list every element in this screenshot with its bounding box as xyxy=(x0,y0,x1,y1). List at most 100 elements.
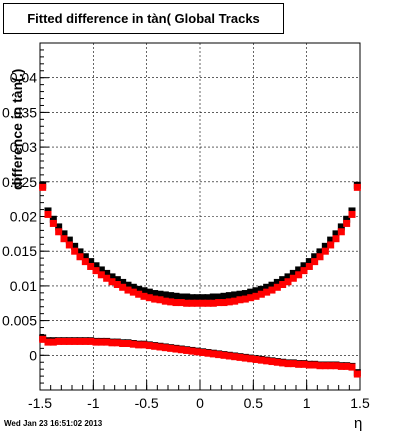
data-point xyxy=(129,288,137,296)
data-point xyxy=(252,287,260,295)
data-point xyxy=(268,281,276,289)
data-point xyxy=(215,299,223,307)
data-point xyxy=(145,342,153,350)
data-point xyxy=(231,353,239,361)
y-tick-label: 0 xyxy=(29,347,37,363)
title-box: Fitted difference in tàn( Global Tracks xyxy=(3,3,284,34)
data-point xyxy=(300,267,308,275)
data-point xyxy=(92,262,100,270)
y-tick-label: 0.03 xyxy=(10,139,37,155)
data-point xyxy=(268,358,276,366)
data-point xyxy=(188,299,196,307)
data-point xyxy=(252,292,260,300)
data-point xyxy=(161,291,169,299)
data-point xyxy=(209,293,217,301)
data-point xyxy=(183,346,191,354)
data-point xyxy=(241,290,249,298)
y-tick-label: 0.02 xyxy=(10,209,37,225)
data-point xyxy=(65,241,73,249)
y-tick-label: 0.01 xyxy=(10,278,37,294)
data-point xyxy=(209,299,217,307)
x-tick-label: -1.5 xyxy=(28,395,52,411)
data-point xyxy=(55,228,63,236)
data-point xyxy=(193,294,201,302)
data-point xyxy=(151,342,159,350)
data-point xyxy=(257,285,265,293)
data-point xyxy=(119,340,127,348)
data-point xyxy=(199,294,207,302)
series-1 xyxy=(39,183,361,307)
data-point xyxy=(81,258,89,266)
data-point xyxy=(273,358,281,366)
data-point xyxy=(209,350,217,358)
data-point xyxy=(252,355,260,363)
data-point xyxy=(220,292,228,300)
data-point xyxy=(193,299,201,307)
data-point xyxy=(156,343,164,351)
series-3 xyxy=(39,335,361,378)
data-point xyxy=(167,292,175,300)
x-tick-label: 0.5 xyxy=(244,395,264,411)
data-point xyxy=(124,340,132,348)
data-point xyxy=(183,293,191,301)
data-point xyxy=(103,338,111,346)
data-point xyxy=(332,362,340,370)
data-point xyxy=(49,219,57,227)
data-point xyxy=(337,362,345,370)
data-point xyxy=(119,283,127,291)
data-point xyxy=(92,267,100,275)
data-point xyxy=(177,299,185,307)
data-point xyxy=(135,290,143,298)
data-point xyxy=(177,346,185,354)
data-point xyxy=(273,278,281,286)
data-point xyxy=(204,349,212,357)
data-point xyxy=(39,335,47,343)
data-point xyxy=(305,258,313,266)
data-point xyxy=(257,290,265,298)
data-point xyxy=(343,362,351,370)
data-point xyxy=(289,360,297,368)
y-tick-label: 0.025 xyxy=(2,174,37,190)
data-point xyxy=(113,276,121,284)
y-tick-label: 0.04 xyxy=(10,70,37,86)
footer-timestamp: Wed Jan 23 16:51:02 2013 xyxy=(4,419,103,428)
data-point xyxy=(172,292,180,300)
y-tick-label: 0.015 xyxy=(2,243,37,259)
data-point xyxy=(135,285,143,293)
data-point xyxy=(44,210,52,218)
data-point xyxy=(327,241,335,249)
data-point xyxy=(332,235,340,243)
data-point xyxy=(167,344,175,352)
data-point xyxy=(188,347,196,355)
data-point xyxy=(103,269,111,277)
data-point xyxy=(295,271,303,279)
data-point xyxy=(231,291,239,299)
data-point xyxy=(65,337,73,345)
data-point xyxy=(273,283,281,291)
data-point xyxy=(236,290,244,298)
data-point xyxy=(103,274,111,282)
data-point xyxy=(263,288,271,296)
data-point xyxy=(76,248,84,256)
data-point xyxy=(220,351,228,359)
y-axis-label: difference in tàn(.) xyxy=(9,69,25,190)
data-point xyxy=(87,258,95,266)
data-point xyxy=(337,223,345,231)
x-tick-label: -1 xyxy=(87,395,100,411)
data-point xyxy=(300,360,308,368)
labels-layer: -1.5 -1 -0.5 0 0.5 1 1.5 0 0.005 0.01 0.015 0.02 0.0… xyxy=(2,70,370,411)
x-tick-label: 0 xyxy=(196,395,204,411)
data-point xyxy=(145,288,153,296)
y-tick-label: 0.005 xyxy=(2,313,37,329)
data-point xyxy=(311,258,319,266)
data-point xyxy=(305,361,313,369)
data-point xyxy=(156,290,164,298)
data-point xyxy=(60,230,68,238)
data-point xyxy=(241,354,249,362)
data-point xyxy=(161,344,169,352)
data-point xyxy=(289,269,297,277)
data-point xyxy=(44,338,52,346)
data-point xyxy=(92,338,100,346)
data-point xyxy=(316,248,324,256)
data-point xyxy=(343,215,351,223)
